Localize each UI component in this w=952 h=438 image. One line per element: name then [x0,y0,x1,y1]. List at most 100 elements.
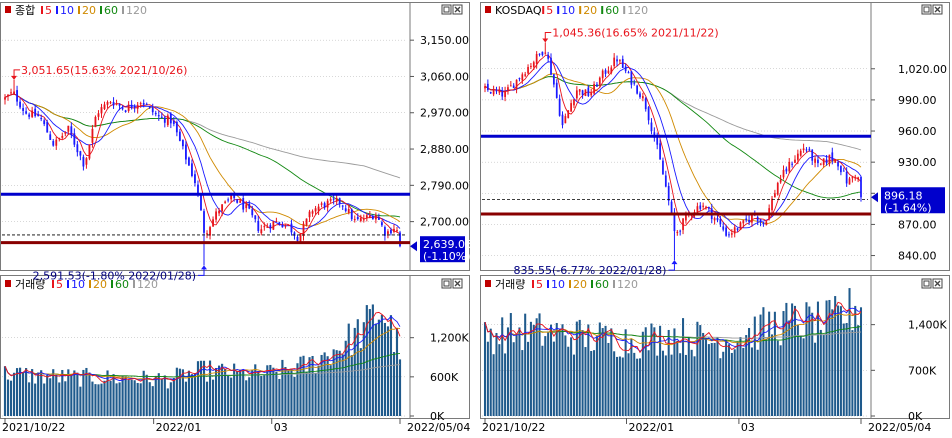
right-price-legend: KOSDAQ 5 10 20 60 120 [485,4,648,17]
legend-label-ma5: 5 [536,278,543,291]
candle-body [118,103,121,106]
candle [4,94,6,105]
low-annotation-leader [668,262,675,271]
candle-body [121,108,124,110]
candle [269,223,272,233]
close-cross[interactable] [934,280,941,287]
volume-bar [121,375,124,416]
volume-bar [857,325,860,416]
candle-body [633,82,636,84]
volume-bar [661,350,664,416]
close-icon[interactable] [452,278,463,289]
volume-bar [19,367,22,416]
close-cross[interactable] [454,280,461,287]
maximize-icon[interactable] [921,4,932,15]
volume-bar [501,317,504,416]
candle [157,110,160,121]
candle [639,91,641,99]
volume-bar [713,342,716,416]
candle-body [16,90,18,102]
maximize-inner[interactable] [443,280,450,287]
candle-body [667,186,670,201]
price-tick-label: 2,880.00 [420,143,469,156]
date-tick-label: 2022/01 [156,421,202,434]
candle-body [82,156,85,167]
candle [489,91,492,94]
volume-bar [40,370,43,416]
candle-body [390,229,392,234]
volume-bar [779,345,782,416]
candle-body [670,201,673,214]
volume-bar [483,322,487,416]
volume-bar [76,372,79,416]
candle [851,175,854,183]
volume-bar [224,369,227,416]
candle [742,220,745,228]
candle [713,216,716,225]
maximize-box[interactable] [441,278,452,289]
volume-bar [145,374,148,416]
legend-swatch [591,280,593,288]
volume-bar [748,327,751,416]
legend-swatch [89,280,91,288]
volume-bar [272,367,275,416]
legend-label-ma10: 10 [561,4,575,17]
candle-body [284,224,287,226]
candle-body [639,93,641,98]
maximize-icon[interactable] [441,4,452,15]
volume-bar [521,350,524,416]
candle [860,176,862,202]
maximize-inner[interactable] [923,6,930,13]
volume-bar [112,374,115,416]
ma60-line [484,76,862,199]
candle [719,216,722,228]
candle-body [584,89,587,96]
volume-bar [266,365,269,416]
candle-body [251,209,254,216]
candle-body [759,219,762,222]
volume-bar [673,328,676,416]
maximize-box[interactable] [921,4,932,15]
price-tick-label: 870.00 [898,218,937,231]
volume-bar [762,307,765,416]
volume-bar [814,342,817,416]
candle-body [825,159,828,164]
candle-body [181,139,184,147]
maximize-icon[interactable] [441,278,452,289]
candle [504,86,506,102]
candle [814,155,816,168]
candle [393,224,395,234]
candle [584,89,587,97]
close-cross[interactable] [934,6,941,13]
maximize-box[interactable] [921,278,932,289]
volume-bar [587,324,590,416]
candle-body [509,85,512,87]
blue-triangle-icon [871,192,878,203]
left-price-panel-frame [0,2,470,271]
close-icon[interactable] [932,4,943,15]
candle-body [37,114,40,117]
maximize-inner[interactable] [923,280,930,287]
volume-bar [9,380,13,416]
candle [284,224,287,229]
volume-bar [383,322,386,416]
volume-bar [756,349,759,416]
maximize-inner[interactable] [443,6,450,13]
maximize-box[interactable] [441,4,452,15]
date-tick-label: 03 [741,421,755,434]
candle [362,214,365,223]
volume-bar [187,370,191,416]
volume-bar [690,349,693,416]
close-icon[interactable] [932,278,943,289]
ma20-line [484,73,862,225]
maximize-icon[interactable] [921,278,932,289]
volume-bar [544,336,547,416]
volume-bar [773,311,776,416]
candle [266,223,269,228]
candle [103,101,106,111]
close-icon[interactable] [452,4,463,15]
close-cross[interactable] [454,6,461,13]
candle [387,229,389,239]
volume-bar [696,321,699,416]
volume-bar [782,311,785,416]
